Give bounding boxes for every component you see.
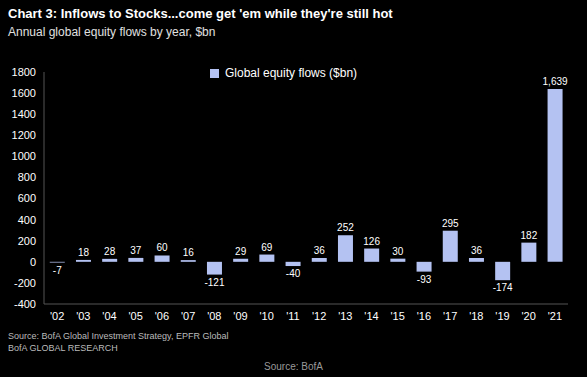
svg-text:'06: '06 — [155, 310, 169, 322]
svg-text:36: 36 — [314, 245, 326, 256]
svg-text:-93: -93 — [417, 274, 432, 285]
svg-text:'16: '16 — [417, 310, 431, 322]
svg-text:'21: '21 — [548, 310, 562, 322]
svg-text:30: 30 — [392, 246, 404, 257]
html-text:Chart 3: Inflows to Stocks...c: Chart 3: Inflows to Stocks...come get 'e… — [8, 6, 393, 21]
svg-text:400: 400 — [18, 214, 36, 226]
svg-text:126: 126 — [363, 236, 380, 247]
svg-text:37: 37 — [130, 245, 142, 256]
svg-text:252: 252 — [337, 222, 354, 233]
svg-text:1400: 1400 — [12, 108, 36, 120]
html-text:Source: BofA: Source: BofA — [264, 361, 323, 372]
svg-text:200: 200 — [18, 235, 36, 247]
html-text:Annual global equity flows by: Annual global equity flows by year, $bn — [8, 25, 216, 39]
svg-text:'18: '18 — [469, 310, 483, 322]
svg-text:600: 600 — [18, 192, 36, 204]
svg-text:'17: '17 — [443, 310, 457, 322]
html-text:BofA GLOBAL RESEARCH: BofA GLOBAL RESEARCH — [8, 343, 118, 353]
svg-text:182: 182 — [521, 230, 538, 241]
svg-text:16: 16 — [183, 247, 195, 258]
svg-text:'14: '14 — [364, 310, 378, 322]
svg-text:'12: '12 — [312, 310, 326, 322]
svg-text:'13: '13 — [338, 310, 352, 322]
svg-text:1200: 1200 — [12, 129, 36, 141]
svg-text:-200: -200 — [14, 277, 36, 289]
svg-text:1600: 1600 — [12, 87, 36, 99]
svg-text:'05: '05 — [129, 310, 143, 322]
svg-text:'02: '02 — [50, 310, 64, 322]
svg-text:0: 0 — [30, 256, 36, 268]
html-text:Source: BofA Global Investment: Source: BofA Global Investment Strategy,… — [8, 331, 229, 341]
svg-text:1800: 1800 — [12, 66, 36, 78]
svg-text:'03: '03 — [76, 310, 90, 322]
svg-text:69: 69 — [261, 242, 273, 253]
svg-text:-40: -40 — [286, 268, 301, 279]
svg-text:-121: -121 — [204, 277, 224, 288]
svg-text:'11: '11 — [286, 310, 300, 322]
svg-text:-400: -400 — [14, 298, 36, 310]
svg-text:'09: '09 — [233, 310, 247, 322]
svg-text:29: 29 — [235, 246, 247, 257]
svg-text:'08: '08 — [207, 310, 221, 322]
svg-text:'20: '20 — [522, 310, 536, 322]
svg-text:-7: -7 — [53, 265, 62, 276]
html-text:Global equity flows ($bn): Global equity flows ($bn) — [225, 66, 358, 80]
svg-text:1000: 1000 — [12, 150, 36, 162]
svg-text:'07: '07 — [181, 310, 195, 322]
svg-text:'15: '15 — [391, 310, 405, 322]
svg-text:60: 60 — [157, 242, 169, 253]
svg-text:'04: '04 — [102, 310, 116, 322]
svg-text:36: 36 — [471, 245, 483, 256]
svg-text:28: 28 — [104, 246, 116, 257]
svg-text:18: 18 — [78, 247, 90, 258]
svg-text:-174: -174 — [493, 282, 513, 293]
svg-text:1,639: 1,639 — [543, 76, 568, 87]
svg-text:800: 800 — [18, 171, 36, 183]
svg-text:295: 295 — [442, 218, 459, 229]
svg-text:'19: '19 — [495, 310, 509, 322]
svg-text:'10: '10 — [260, 310, 274, 322]
